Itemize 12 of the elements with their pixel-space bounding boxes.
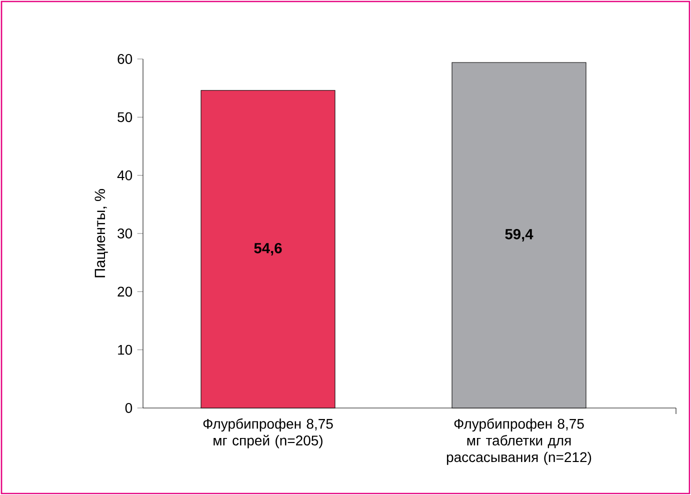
data-label: 54,6 xyxy=(254,242,282,256)
y-tick-label: 60 xyxy=(118,54,132,64)
y-axis-title: Пациенты, % xyxy=(94,189,108,278)
y-tick-label: 40 xyxy=(117,170,132,180)
y-tick-label: 0 xyxy=(125,403,132,413)
y-tick-label: 30 xyxy=(118,228,132,238)
x-tick-label: Флурбипрофен 8,75 мг спрей (n=205) xyxy=(203,418,333,448)
data-label: 59,4 xyxy=(505,228,534,242)
x-tick-label: Флурбипрофен 8,75 мг таблетки для рассасывания (n=212) xyxy=(446,418,592,465)
y-tick-label: 20 xyxy=(118,286,132,297)
y-tick-label: 10 xyxy=(118,344,132,355)
y-tick-label: 50 xyxy=(118,112,132,122)
